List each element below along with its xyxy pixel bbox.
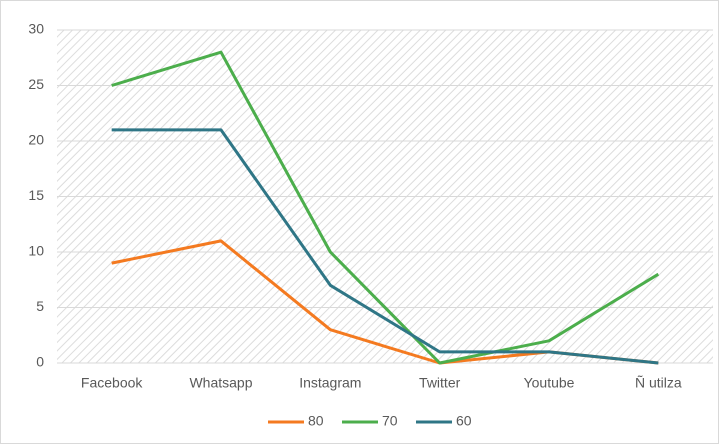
y-tick-label: 30 — [28, 21, 44, 37]
series-line — [111, 128, 659, 365]
legend-label: 60 — [456, 413, 472, 429]
x-tick-label: Whatsapp — [189, 375, 252, 391]
legend-label: 80 — [308, 413, 324, 429]
y-tick-label: 15 — [28, 187, 44, 203]
series-line — [111, 50, 660, 365]
x-tick-label: Instagram — [299, 375, 361, 391]
y-tick-label: 10 — [28, 243, 44, 259]
y-tick-label: 20 — [28, 132, 44, 148]
x-tick-label: Ñ utilza — [635, 375, 682, 391]
x-tick-label: Facebook — [81, 375, 143, 391]
y-tick-label: 5 — [36, 298, 44, 314]
x-tick-label: Youtube — [524, 375, 575, 391]
x-tick-label: Twitter — [419, 375, 461, 391]
y-tick-label: 25 — [28, 76, 44, 92]
y-tick-label: 0 — [36, 354, 44, 370]
legend-label: 70 — [382, 413, 398, 429]
